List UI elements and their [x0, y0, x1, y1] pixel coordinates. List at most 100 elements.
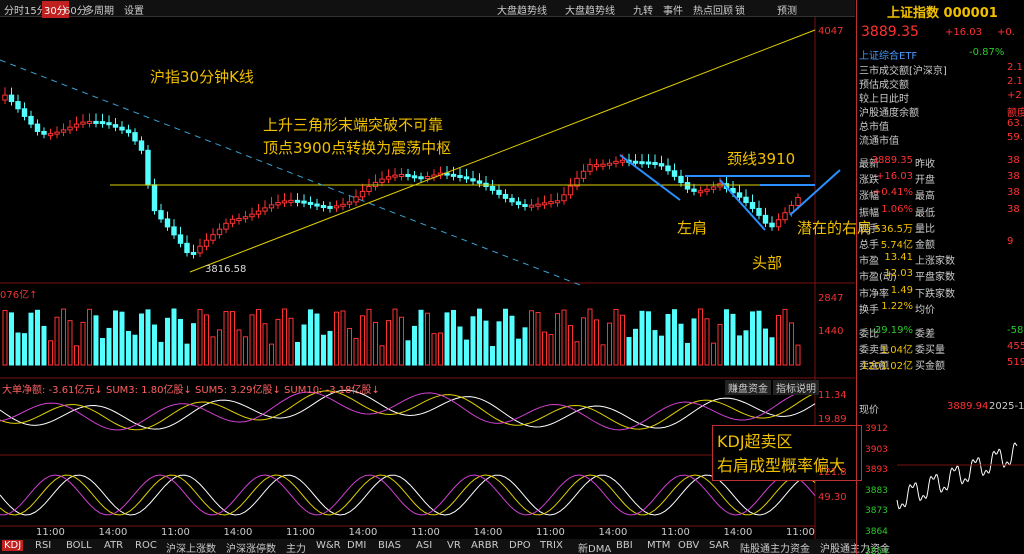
- volume-bar: [581, 317, 586, 366]
- row-label: 流通市值: [859, 136, 899, 147]
- indicator-tab[interactable]: VR: [447, 540, 461, 551]
- volume-bar: [750, 311, 755, 366]
- candle: [125, 129, 132, 134]
- candle: [327, 205, 333, 209]
- indicator-tab[interactable]: ARBR: [471, 540, 499, 551]
- candle: [353, 196, 359, 203]
- volume-bar: [28, 312, 34, 366]
- quote-panel: 上证指数 000001 3889.35 +16.03 +0. 上证综合ETF -0.87%…: [856, 0, 1024, 554]
- grid-label: 委差: [915, 329, 935, 340]
- trend-line: [0, 59, 581, 286]
- candle: [769, 222, 775, 228]
- annotation: KDJ超卖区: [717, 432, 793, 451]
- indicator-tab[interactable]: ATR: [104, 540, 124, 551]
- indicator-tab[interactable]: MTM: [647, 540, 671, 551]
- period-tab[interactable]: 多周期: [84, 6, 114, 17]
- volume-bar: [665, 314, 671, 366]
- candle: [249, 213, 255, 218]
- indicator-tab[interactable]: ROC: [135, 540, 157, 551]
- period-tab[interactable]: 15分: [24, 6, 47, 17]
- indicator-button[interactable]: 赚盘资金: [725, 380, 771, 395]
- toolbar-button[interactable]: 九转: [633, 6, 653, 17]
- indicator-tab[interactable]: 沪深上涨数: [166, 544, 216, 554]
- candle: [561, 194, 567, 202]
- period-tab[interactable]: 分时: [4, 6, 24, 17]
- candle: [151, 184, 158, 212]
- volume-bar: [470, 316, 476, 366]
- candle: [632, 160, 639, 164]
- indicator-tab[interactable]: ASI: [416, 540, 433, 551]
- period-tab[interactable]: 60分: [64, 6, 87, 17]
- candle: [132, 132, 138, 142]
- candle: [177, 234, 184, 244]
- candle: [216, 228, 223, 236]
- volume-bar: [691, 318, 697, 366]
- candle: [554, 200, 561, 204]
- grid-value: 38: [1007, 155, 1020, 166]
- volume-bar: [425, 312, 430, 366]
- volume-bar: [431, 333, 437, 366]
- indicator-tab[interactable]: KDJ: [2, 540, 24, 551]
- candle: [93, 120, 99, 124]
- indicator-tab[interactable]: 陆股通主力资金: [740, 544, 810, 554]
- candle: [320, 205, 327, 209]
- indicator-tab[interactable]: 新DMA: [578, 544, 612, 554]
- candle: [184, 242, 190, 253]
- indicator-button[interactable]: 指标说明: [773, 380, 819, 395]
- indicator-tab[interactable]: BOLL: [66, 540, 92, 551]
- volume-bar: [308, 309, 313, 366]
- volume-bar: [535, 311, 541, 366]
- arrow: [619, 154, 681, 201]
- indicator-tab[interactable]: 沪深涨停数: [226, 544, 276, 554]
- indicator-tab[interactable]: 主力: [286, 544, 306, 554]
- indicator-tab[interactable]: SAR: [709, 540, 730, 551]
- row-label: 沪股通度余额: [859, 108, 919, 119]
- time-label: 11:00: [786, 527, 815, 538]
- indicator-tab[interactable]: RSI: [35, 540, 52, 551]
- candle: [359, 190, 366, 198]
- candle: [340, 203, 346, 207]
- annotation: 头部: [752, 254, 783, 272]
- period-tab[interactable]: 30分: [42, 1, 69, 18]
- indicator-tab[interactable]: BBI: [616, 540, 633, 551]
- note-box: KDJ超卖区 右肩成型概率偏大: [712, 425, 862, 481]
- grid-value: +16.03: [875, 171, 913, 183]
- indicator-tab[interactable]: OBV: [678, 540, 700, 551]
- candle: [658, 163, 665, 167]
- toolbar-button[interactable]: 大盘趋势线: [497, 6, 547, 17]
- indicator-tab[interactable]: TRIX: [540, 540, 563, 551]
- mini-tick: 3883: [865, 485, 888, 496]
- toolbar-button[interactable]: 锁: [735, 6, 745, 17]
- volume-bar: [386, 320, 391, 366]
- grid-value: 12.03: [884, 268, 913, 280]
- low-label: 3816.58: [205, 264, 247, 275]
- indicator-tab[interactable]: W&R: [316, 540, 341, 551]
- volume-bar: [184, 343, 190, 366]
- time-label: 11:00: [36, 527, 65, 538]
- indicator-tab[interactable]: BIAS: [378, 540, 401, 551]
- volume-bar: [9, 312, 14, 366]
- axis-label: 49.30: [818, 492, 847, 503]
- volume-bar: [295, 341, 300, 366]
- candle: [691, 188, 697, 192]
- candle: [496, 189, 502, 195]
- toolbar-button[interactable]: 热点回顾: [693, 6, 733, 17]
- candle: [379, 178, 385, 183]
- toolbar-button[interactable]: 大盘趋势线: [565, 6, 615, 17]
- axis-label: 121.8: [818, 467, 847, 478]
- indicator-tab[interactable]: 沪股通主力资金: [820, 544, 890, 554]
- period-tab[interactable]: 设置: [124, 6, 144, 17]
- candle: [164, 218, 171, 228]
- toolbar-button[interactable]: 事件: [663, 6, 683, 17]
- candle: [671, 170, 678, 177]
- indicator-tab[interactable]: DMI: [347, 540, 367, 551]
- candle: [366, 186, 372, 192]
- volume-bar: [457, 326, 463, 366]
- toolbar-button[interactable]: 预测: [777, 6, 797, 17]
- indicator-tab[interactable]: DPO: [509, 540, 531, 551]
- grid-label: 买金额: [915, 361, 945, 373]
- grid-value: +0.41%: [872, 187, 913, 199]
- volume-bar: [119, 311, 125, 366]
- grid-label: 委比: [859, 329, 879, 340]
